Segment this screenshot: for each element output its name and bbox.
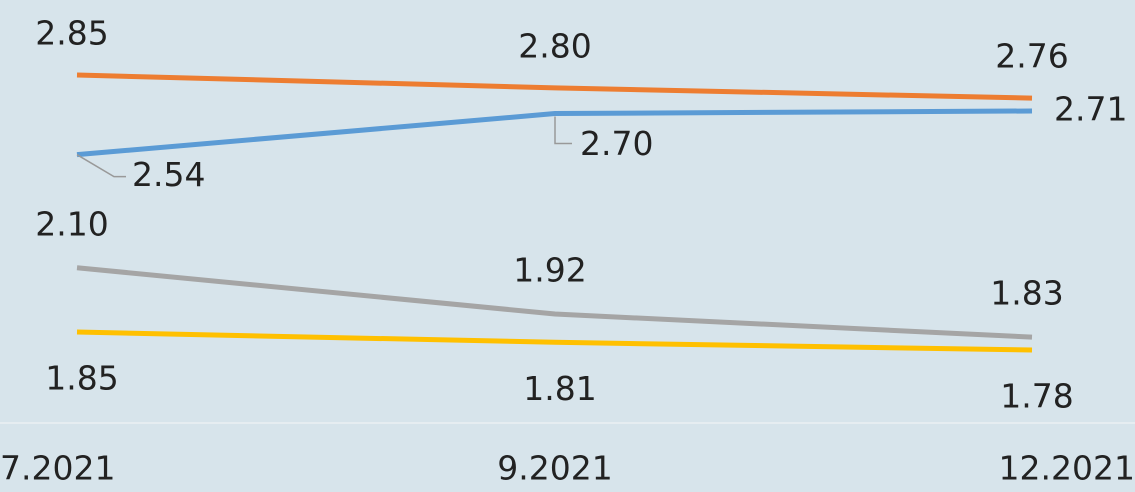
data-label: 1.92: [513, 251, 586, 290]
line-series: [76, 72, 1033, 101]
x-tick-label: 9.2021: [497, 449, 612, 488]
data-label: 2.85: [35, 14, 108, 53]
data-label: 2.80: [518, 26, 591, 65]
line-series: [76, 329, 1033, 353]
data-label: 2.76: [995, 37, 1068, 76]
line-series: [76, 108, 1033, 158]
x-tick-label: 12.2021: [999, 449, 1135, 488]
data-label: 1.85: [45, 359, 118, 398]
data-label: 2.70: [580, 124, 653, 163]
data-label: 1.81: [523, 369, 596, 408]
x-tick-label: 7.2021: [0, 449, 115, 488]
data-label: 2.10: [35, 204, 108, 243]
data-label: 2.71: [1054, 89, 1127, 128]
data-label: 2.54: [132, 155, 205, 194]
leader-line: [76, 154, 126, 178]
line-series: [76, 265, 1033, 340]
leader-line: [554, 116, 572, 145]
data-label: 1.78: [1000, 377, 1073, 416]
data-label: 1.83: [990, 274, 1063, 313]
